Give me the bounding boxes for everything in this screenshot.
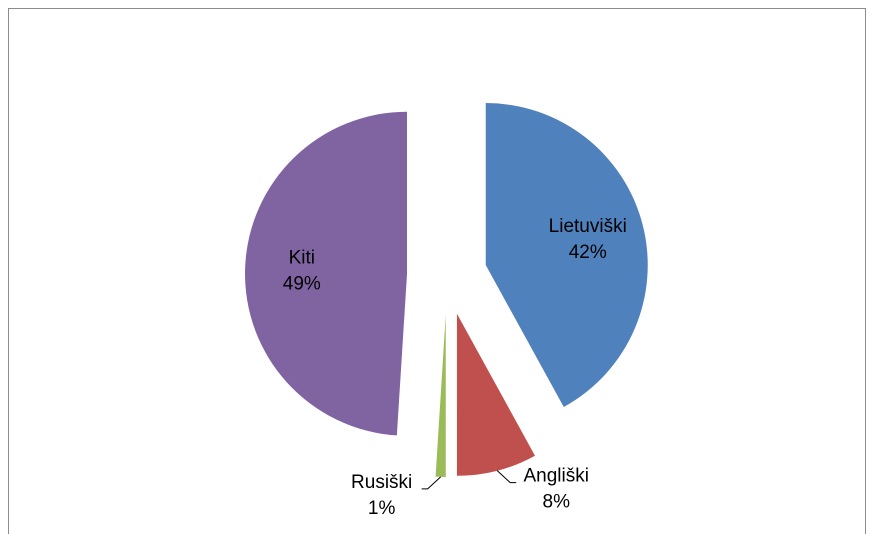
slice-value-label: 1% (368, 498, 396, 519)
chart-frame (8, 8, 866, 534)
slice-category-label: Kiti (289, 247, 315, 268)
pie-slice (485, 103, 648, 408)
slice-value-label: 8% (543, 492, 571, 513)
pie-slice (245, 111, 408, 436)
slice-category-label: Lietuviški (549, 216, 627, 237)
slice-value-label: 42% (569, 242, 607, 263)
pie-slice (435, 314, 446, 477)
leader-line (496, 470, 517, 484)
leader-line (421, 476, 441, 490)
pie-slice (456, 313, 535, 476)
slice-value-label: 49% (283, 273, 321, 294)
slice-category-label: Angliški (523, 466, 588, 487)
slice-category-label: Rusiški (351, 472, 412, 493)
